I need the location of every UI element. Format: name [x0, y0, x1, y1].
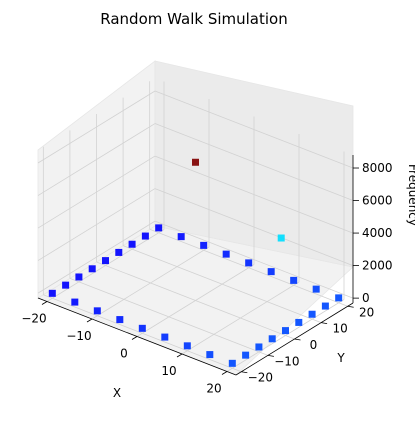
- chart-points: [48, 158, 343, 367]
- z-tick-label-2: 4000: [362, 226, 393, 240]
- y-tick-label-1: −10: [274, 354, 299, 368]
- x-tick-mark-1: [86, 318, 93, 323]
- x-axis-label: X: [113, 386, 121, 400]
- y-tick-mark-1: [267, 354, 274, 357]
- z-tick-label-3: 6000: [362, 194, 393, 208]
- z-grid-back-4: [154, 90, 354, 169]
- data-point-6: [138, 324, 146, 332]
- x-tick-mark-2: [131, 336, 138, 340]
- chart-title: Random Walk Simulation: [100, 10, 287, 28]
- data-point-14: [282, 327, 289, 335]
- y-tick-label-4: 20: [359, 305, 374, 319]
- data-point-12: [255, 343, 263, 351]
- data-point-2: [48, 289, 56, 297]
- data-point-31: [88, 265, 96, 273]
- data-point-9: [206, 351, 214, 359]
- z-grid-left-2: [37, 155, 156, 229]
- y-grid-floor-3: [122, 245, 322, 324]
- data-point-16: [308, 310, 316, 318]
- data-point-5: [116, 316, 124, 324]
- z-axis-label: Frequency: [406, 164, 415, 226]
- y-grid-floor-2: [96, 261, 295, 340]
- y-tick-mark-2: [294, 338, 301, 341]
- y-tick-label-3: 10: [332, 322, 347, 336]
- x-tick-label-3: 10: [161, 364, 176, 378]
- data-point-28: [128, 240, 136, 248]
- data-point-15: [295, 318, 303, 326]
- x-tick-mark-4: [221, 371, 228, 375]
- data-point-26: [155, 224, 163, 232]
- data-point-7: [161, 333, 169, 341]
- data-point-21: [267, 268, 275, 276]
- data-point-27: [141, 232, 149, 240]
- data-point-25: [177, 233, 185, 241]
- x-tick-label-2: 0: [120, 347, 128, 361]
- data-point-19: [312, 285, 320, 293]
- data-point-33: [62, 281, 70, 289]
- z-grid-back-2: [154, 155, 354, 234]
- z-grid-back-1: [154, 188, 354, 266]
- z-grid-left-1: [37, 188, 156, 261]
- data-point-24: [200, 241, 208, 249]
- z-grid-back-0: [154, 220, 354, 299]
- data-point-8: [183, 342, 191, 350]
- data-point-30: [102, 257, 109, 265]
- y-tick-mark-4: [347, 305, 354, 308]
- data-point-3: [71, 298, 79, 306]
- data-point-18: [335, 294, 343, 302]
- data-point-10: [228, 359, 236, 367]
- y-axis-label: Y: [336, 351, 345, 365]
- x-tick-mark-0: [41, 301, 48, 305]
- data-point-29: [115, 248, 123, 256]
- y-tick-mark-0: [241, 371, 248, 374]
- data-point-17: [321, 302, 329, 310]
- data-point-1: [277, 234, 285, 242]
- chart-grid: [37, 81, 354, 373]
- data-point-23: [222, 250, 230, 258]
- z-tick-label-1: 2000: [362, 259, 393, 273]
- z-grid-left-3: [37, 123, 156, 196]
- z-tick-label-4: 8000: [362, 161, 393, 175]
- data-point-22: [245, 259, 253, 267]
- y-tick-mark-3: [321, 322, 328, 325]
- z-grid-left-4: [37, 90, 156, 164]
- x-tick-mark-3: [176, 353, 183, 358]
- y-tick-label-0: −20: [248, 371, 273, 385]
- chart-panes: [37, 60, 354, 376]
- y-grid-floor-1: [69, 277, 269, 356]
- y-grid-floor-4: [149, 228, 348, 307]
- x-tick-label-4: 20: [206, 382, 221, 396]
- z-grid-left-0: [37, 220, 156, 294]
- z-grid-back-3: [154, 123, 354, 201]
- z-tick-label-0: 0: [362, 291, 370, 305]
- data-point-4: [93, 307, 101, 315]
- data-point-0: [192, 158, 199, 166]
- x-tick-label-1: −10: [66, 329, 91, 343]
- y-tick-label-2: 0: [310, 338, 318, 352]
- x-tick-label-0: −20: [21, 312, 46, 326]
- y-grid-floor-0: [43, 294, 242, 373]
- data-point-32: [75, 273, 83, 281]
- data-point-11: [242, 351, 250, 359]
- data-point-20: [290, 276, 298, 284]
- data-point-13: [268, 335, 276, 343]
